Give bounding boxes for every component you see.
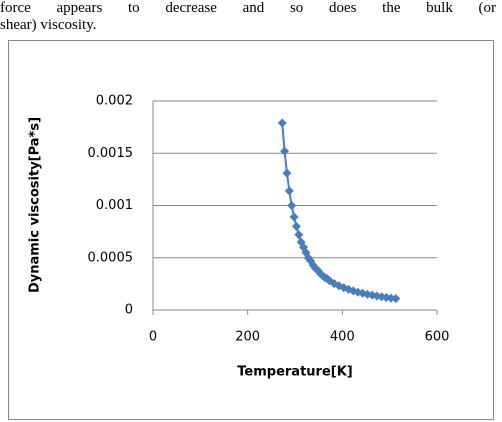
- x-tick-label: 400: [330, 330, 355, 345]
- y-tick-label: 0.0015: [88, 146, 134, 161]
- data-marker: [282, 168, 292, 178]
- x-tick-label: 0: [149, 330, 157, 345]
- data-marker: [291, 221, 301, 231]
- chart-frame: [8, 40, 494, 420]
- paragraph-line: force appears to decrease and so does th…: [0, 0, 496, 16]
- x-tick-label: 200: [235, 330, 260, 345]
- y-tick-label: 0.002: [96, 94, 133, 109]
- data-marker: [284, 186, 294, 196]
- data-marker: [289, 212, 299, 222]
- data-marker: [294, 230, 304, 240]
- y-tick-label: 0.0005: [88, 250, 134, 265]
- series-line: [281, 122, 396, 300]
- data-marker: [287, 201, 297, 210]
- data-marker: [277, 118, 287, 128]
- paragraph-line: shear) viscosity.: [0, 17, 97, 33]
- y-axis-title: Dynamic viscosity[Pa*s]: [28, 117, 43, 293]
- data-marker: [391, 294, 401, 304]
- y-tick-label: 0.001: [96, 198, 133, 213]
- x-axis-title: Temperature[K]: [237, 365, 352, 380]
- x-tick-label: 600: [425, 330, 450, 345]
- data-marker: [280, 146, 290, 156]
- y-tick-label: 0: [125, 303, 133, 318]
